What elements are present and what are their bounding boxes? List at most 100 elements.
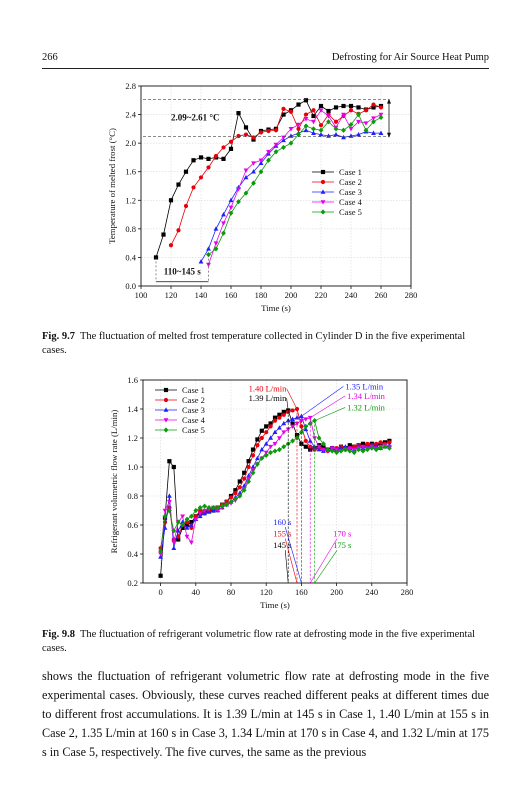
data-point	[198, 259, 204, 264]
data-point	[338, 448, 344, 454]
data-point	[246, 459, 251, 464]
x-tick-label: 160	[225, 290, 238, 300]
data-point	[243, 132, 249, 137]
data-point	[272, 418, 278, 423]
series-2	[168, 102, 384, 248]
peak-value-label: 1.35 L/min	[345, 381, 384, 391]
data-point	[180, 522, 185, 528]
data-point	[371, 105, 376, 110]
data-point	[193, 507, 199, 514]
data-point	[281, 106, 286, 111]
data-point	[378, 114, 384, 121]
y-tick-label: 0.6	[127, 520, 138, 530]
legend-marker	[320, 209, 326, 215]
data-point	[228, 146, 234, 151]
data-point	[371, 119, 376, 125]
data-point	[285, 427, 291, 432]
data-point	[290, 438, 295, 444]
data-point	[341, 134, 346, 140]
data-point	[321, 444, 326, 449]
data-point	[347, 443, 352, 448]
data-point	[221, 156, 226, 161]
data-point	[228, 495, 234, 500]
series-line-1	[160, 409, 390, 576]
data-point	[242, 476, 247, 481]
time-range-label: 110~145 s	[164, 267, 201, 277]
data-point	[259, 447, 265, 452]
data-point	[264, 424, 269, 429]
x-tick-label: 140	[195, 290, 208, 300]
data-point	[334, 449, 339, 456]
legend-marker	[163, 397, 169, 403]
legend-marker	[320, 189, 326, 194]
data-point	[167, 500, 172, 505]
data-point	[198, 175, 204, 180]
data-point	[338, 445, 344, 450]
data-point	[206, 165, 211, 170]
peak-value-label: 1.40 L/min	[249, 384, 288, 394]
data-point	[237, 479, 242, 484]
data-point	[303, 112, 309, 117]
y-tick-label: 0.2	[127, 578, 138, 588]
data-point	[183, 203, 189, 209]
data-point	[281, 444, 287, 450]
data-point	[221, 221, 226, 226]
data-point	[255, 443, 260, 448]
y-tick-label: 0.8	[125, 224, 136, 234]
data-point	[371, 130, 376, 135]
data-point	[356, 111, 361, 118]
data-point	[167, 507, 172, 514]
legend-label: Case 4	[182, 415, 206, 425]
legend-label: Case 1	[339, 167, 362, 177]
y-tick-label: 1.4	[127, 404, 138, 414]
data-point	[263, 452, 269, 458]
data-point	[184, 522, 190, 528]
data-point	[233, 488, 238, 493]
data-point	[277, 436, 282, 441]
figure-9-7-chart: 100 120 140 160 180 200 220 240 260 280 0.0 0.4 0.8 1…	[107, 81, 417, 313]
data-point	[268, 435, 273, 440]
data-point	[189, 525, 194, 530]
legend-marker	[163, 427, 169, 433]
data-point	[365, 441, 370, 446]
page-number: 266	[42, 52, 58, 63]
x-tick-label: 120	[165, 290, 178, 300]
peak-time-label: 160 s	[273, 517, 291, 527]
data-point	[356, 131, 361, 137]
series-5	[206, 111, 384, 258]
data-point	[202, 508, 207, 514]
data-point	[251, 135, 256, 140]
peak-pointer	[286, 388, 298, 410]
data-point	[303, 127, 309, 133]
legend-label: Case 3	[339, 187, 362, 197]
data-point	[236, 133, 241, 139]
data-point	[387, 440, 392, 445]
data-point	[333, 126, 339, 132]
data-point	[303, 123, 309, 129]
data-point	[290, 421, 295, 426]
x-tick-label: 0	[158, 587, 162, 597]
peak-value-label: 1.39 L/min	[249, 393, 288, 403]
data-point	[311, 126, 316, 132]
data-point	[213, 226, 219, 231]
data-point	[176, 182, 181, 187]
data-point	[213, 241, 219, 246]
data-point	[259, 435, 264, 441]
peak-time-pointer	[284, 550, 289, 584]
figure-9-8-caption: Fig. 9.8 The fluctuation of refrigerant v…	[42, 628, 489, 656]
data-point	[371, 116, 376, 121]
data-point	[318, 127, 324, 133]
data-point	[198, 155, 204, 160]
data-point	[162, 513, 168, 519]
data-point	[296, 131, 301, 138]
data-point	[236, 111, 241, 116]
y-tick-label: 0.4	[127, 549, 138, 559]
data-point	[316, 444, 322, 450]
y-tick-label: 1.6	[125, 167, 136, 177]
figure-9-7-caption-label: Fig. 9.7	[42, 331, 75, 342]
peak-time-pointer	[284, 526, 302, 584]
data-point	[263, 441, 269, 446]
data-point	[273, 142, 279, 148]
data-point	[162, 508, 168, 514]
